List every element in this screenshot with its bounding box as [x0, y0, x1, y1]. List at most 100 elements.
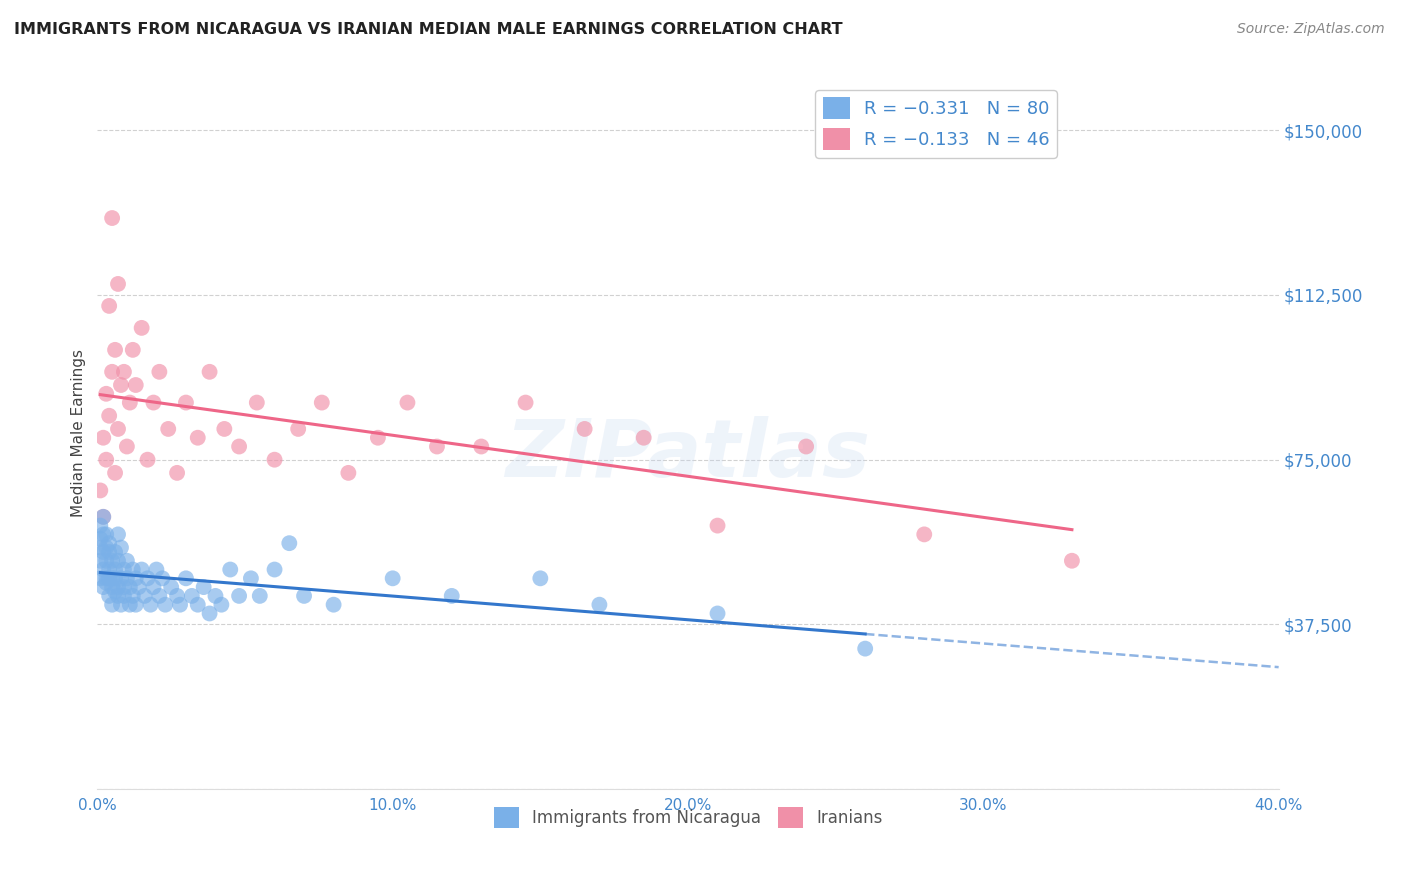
Point: [166, 589, 188, 603]
Text: Source: ZipAtlas.com: Source: ZipAtlas.com: [1237, 22, 1385, 37]
Point: [98, 545, 121, 559]
Point: [470, 440, 492, 454]
Point: [311, 395, 333, 409]
Point: [115, 571, 138, 585]
Point: [101, 365, 124, 379]
Point: [198, 607, 221, 621]
Point: [121, 589, 143, 603]
Point: [426, 440, 449, 454]
Point: [110, 541, 132, 555]
Point: [169, 598, 191, 612]
Point: [139, 598, 162, 612]
Point: [91, 431, 114, 445]
Point: [107, 527, 129, 541]
Point: [574, 422, 596, 436]
Point: [131, 562, 153, 576]
Point: [912, 527, 935, 541]
Point: [367, 431, 389, 445]
Point: [96, 554, 118, 568]
Point: [174, 395, 197, 409]
Point: [588, 598, 610, 612]
Point: [515, 395, 537, 409]
Point: [180, 589, 202, 603]
Point: [104, 571, 127, 585]
Point: [110, 571, 132, 585]
Point: [125, 598, 148, 612]
Point: [110, 378, 132, 392]
Point: [118, 580, 141, 594]
Point: [112, 562, 135, 576]
Point: [174, 571, 197, 585]
Point: [160, 580, 183, 594]
Point: [89, 518, 111, 533]
Point: [118, 598, 141, 612]
Point: [239, 571, 262, 585]
Point: [104, 562, 127, 576]
Point: [706, 607, 728, 621]
Point: [110, 598, 132, 612]
Point: [96, 527, 118, 541]
Point: [115, 440, 138, 454]
Point: [125, 378, 148, 392]
Point: [136, 571, 159, 585]
Point: [112, 580, 135, 594]
Point: [101, 598, 124, 612]
Point: [853, 641, 876, 656]
Point: [1060, 554, 1083, 568]
Point: [187, 431, 209, 445]
Point: [125, 571, 148, 585]
Point: [107, 422, 129, 436]
Point: [633, 431, 655, 445]
Point: [131, 321, 153, 335]
Point: [91, 580, 114, 594]
Y-axis label: Median Male Earnings: Median Male Earnings: [72, 350, 86, 517]
Point: [104, 343, 127, 357]
Point: [101, 571, 124, 585]
Point: [96, 386, 118, 401]
Point: [96, 575, 118, 590]
Point: [98, 562, 121, 576]
Point: [101, 580, 124, 594]
Point: [209, 598, 232, 612]
Point: [115, 554, 138, 568]
Point: [706, 518, 728, 533]
Point: [91, 527, 114, 541]
Point: [98, 571, 121, 585]
Point: [91, 509, 114, 524]
Point: [104, 584, 127, 599]
Point: [96, 452, 118, 467]
Point: [214, 422, 236, 436]
Text: IMMIGRANTS FROM NICARAGUA VS IRANIAN MEDIAN MALE EARNINGS CORRELATION CHART: IMMIGRANTS FROM NICARAGUA VS IRANIAN MED…: [14, 22, 842, 37]
Point: [89, 541, 111, 555]
Point: [440, 589, 463, 603]
Point: [246, 395, 269, 409]
Point: [91, 562, 114, 576]
Point: [204, 589, 226, 603]
Point: [278, 536, 301, 550]
Point: [292, 589, 315, 603]
Point: [89, 571, 111, 585]
Point: [263, 452, 285, 467]
Point: [529, 571, 551, 585]
Point: [794, 440, 817, 454]
Point: [150, 571, 173, 585]
Point: [228, 440, 250, 454]
Point: [157, 422, 180, 436]
Point: [96, 571, 118, 585]
Point: [89, 532, 111, 546]
Point: [112, 365, 135, 379]
Point: [104, 545, 127, 559]
Point: [107, 277, 129, 291]
Point: [98, 589, 121, 603]
Point: [101, 554, 124, 568]
Point: [155, 598, 177, 612]
Point: [287, 422, 309, 436]
Point: [89, 483, 111, 498]
Text: ZIPatlas: ZIPatlas: [506, 416, 870, 493]
Point: [249, 589, 271, 603]
Point: [136, 452, 159, 467]
Point: [337, 466, 360, 480]
Point: [112, 589, 135, 603]
Point: [121, 562, 143, 576]
Point: [98, 409, 121, 423]
